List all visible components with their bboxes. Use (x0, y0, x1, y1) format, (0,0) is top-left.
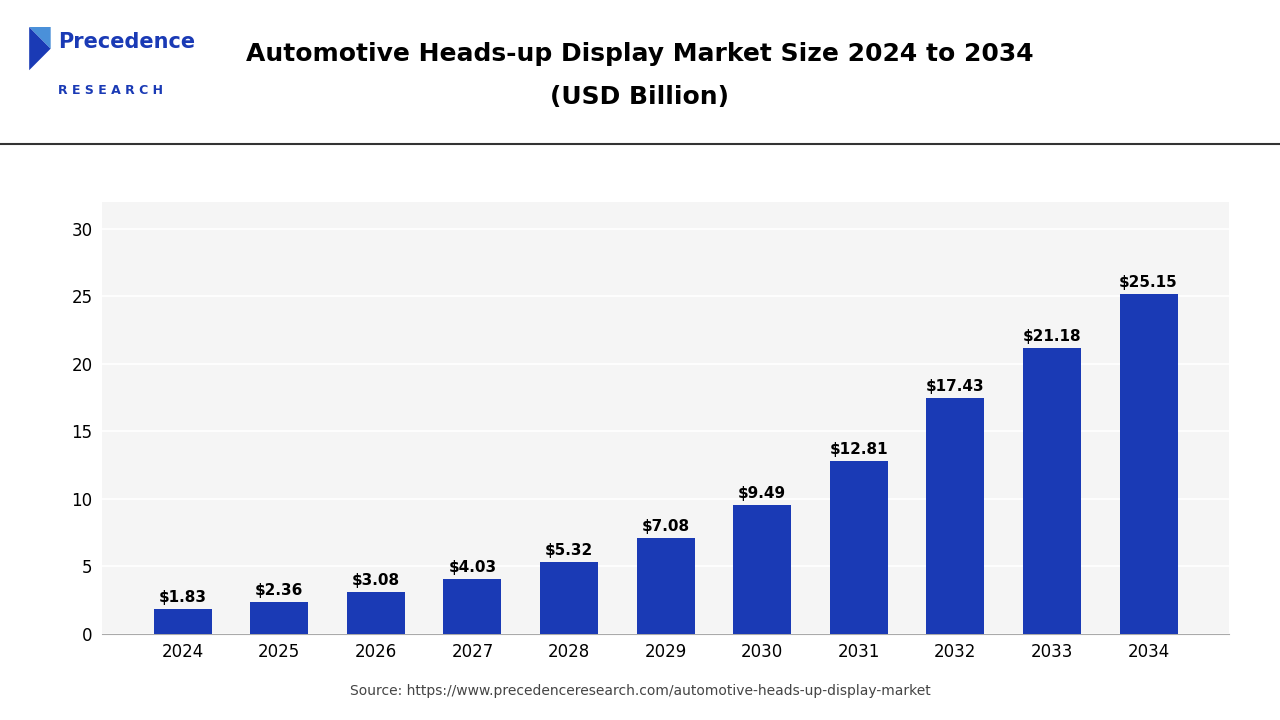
Text: $4.03: $4.03 (448, 560, 497, 575)
Text: $21.18: $21.18 (1023, 328, 1082, 343)
Bar (927, 398, 984, 634)
Bar (154, 609, 211, 634)
Bar (829, 461, 888, 634)
Bar (636, 538, 695, 634)
Polygon shape (29, 27, 51, 49)
Text: R E S E A R C H: R E S E A R C H (58, 84, 163, 97)
Bar (443, 579, 502, 634)
Text: $3.08: $3.08 (352, 573, 399, 588)
Text: Precedence: Precedence (58, 32, 195, 53)
Text: (USD Billion): (USD Billion) (550, 85, 730, 109)
Text: $25.15: $25.15 (1119, 275, 1178, 290)
Bar (733, 505, 791, 634)
Text: $17.43: $17.43 (927, 379, 984, 395)
Bar (1120, 294, 1178, 634)
Text: Source: https://www.precedenceresearch.com/automotive-heads-up-display-market: Source: https://www.precedenceresearch.c… (349, 684, 931, 698)
Text: $1.83: $1.83 (159, 590, 206, 605)
Polygon shape (29, 27, 51, 71)
Text: $12.81: $12.81 (829, 441, 888, 456)
Bar (347, 592, 404, 634)
Bar (1023, 348, 1082, 634)
Bar (540, 562, 598, 634)
Text: Automotive Heads-up Display Market Size 2024 to 2034: Automotive Heads-up Display Market Size … (246, 42, 1034, 66)
Text: $7.08: $7.08 (641, 519, 690, 534)
Bar (250, 602, 308, 634)
Text: $2.36: $2.36 (255, 582, 303, 598)
Text: $5.32: $5.32 (545, 543, 593, 558)
Text: $9.49: $9.49 (739, 487, 786, 501)
